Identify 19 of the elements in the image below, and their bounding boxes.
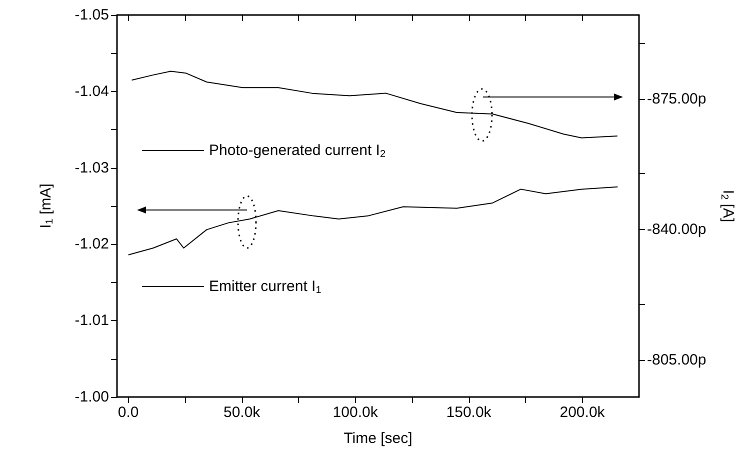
y-tick-label: -1.02	[74, 236, 109, 253]
y-tick-label: -1.03	[74, 159, 109, 176]
y-tick-label: -1.01	[74, 312, 109, 330]
y2-axis-title: I2 [A]	[718, 190, 736, 222]
x-tick-label: 0.0	[118, 404, 139, 421]
y-tick-label: -1.04	[74, 82, 109, 100]
line-series	[131, 70, 618, 138]
y2-tick-label: -875.00p	[647, 90, 706, 108]
x-axis-title: Time [sec]	[344, 430, 412, 447]
y-tick-label: -1.05	[74, 6, 109, 24]
x-tick-label: 200.0k	[560, 404, 606, 421]
x-tick-label: 100.0k	[332, 404, 378, 421]
y2-tick-label: -805.00p	[647, 351, 706, 368]
line-series	[128, 186, 618, 256]
x-tick-label: 150.0k	[446, 404, 492, 421]
y2-tick-label: -840.00p	[647, 220, 706, 238]
y-axis-title: I1 [mA]	[38, 184, 56, 228]
x-tick-label: 50.0k	[223, 404, 261, 421]
y-tick-label: -1.00	[74, 388, 109, 406]
